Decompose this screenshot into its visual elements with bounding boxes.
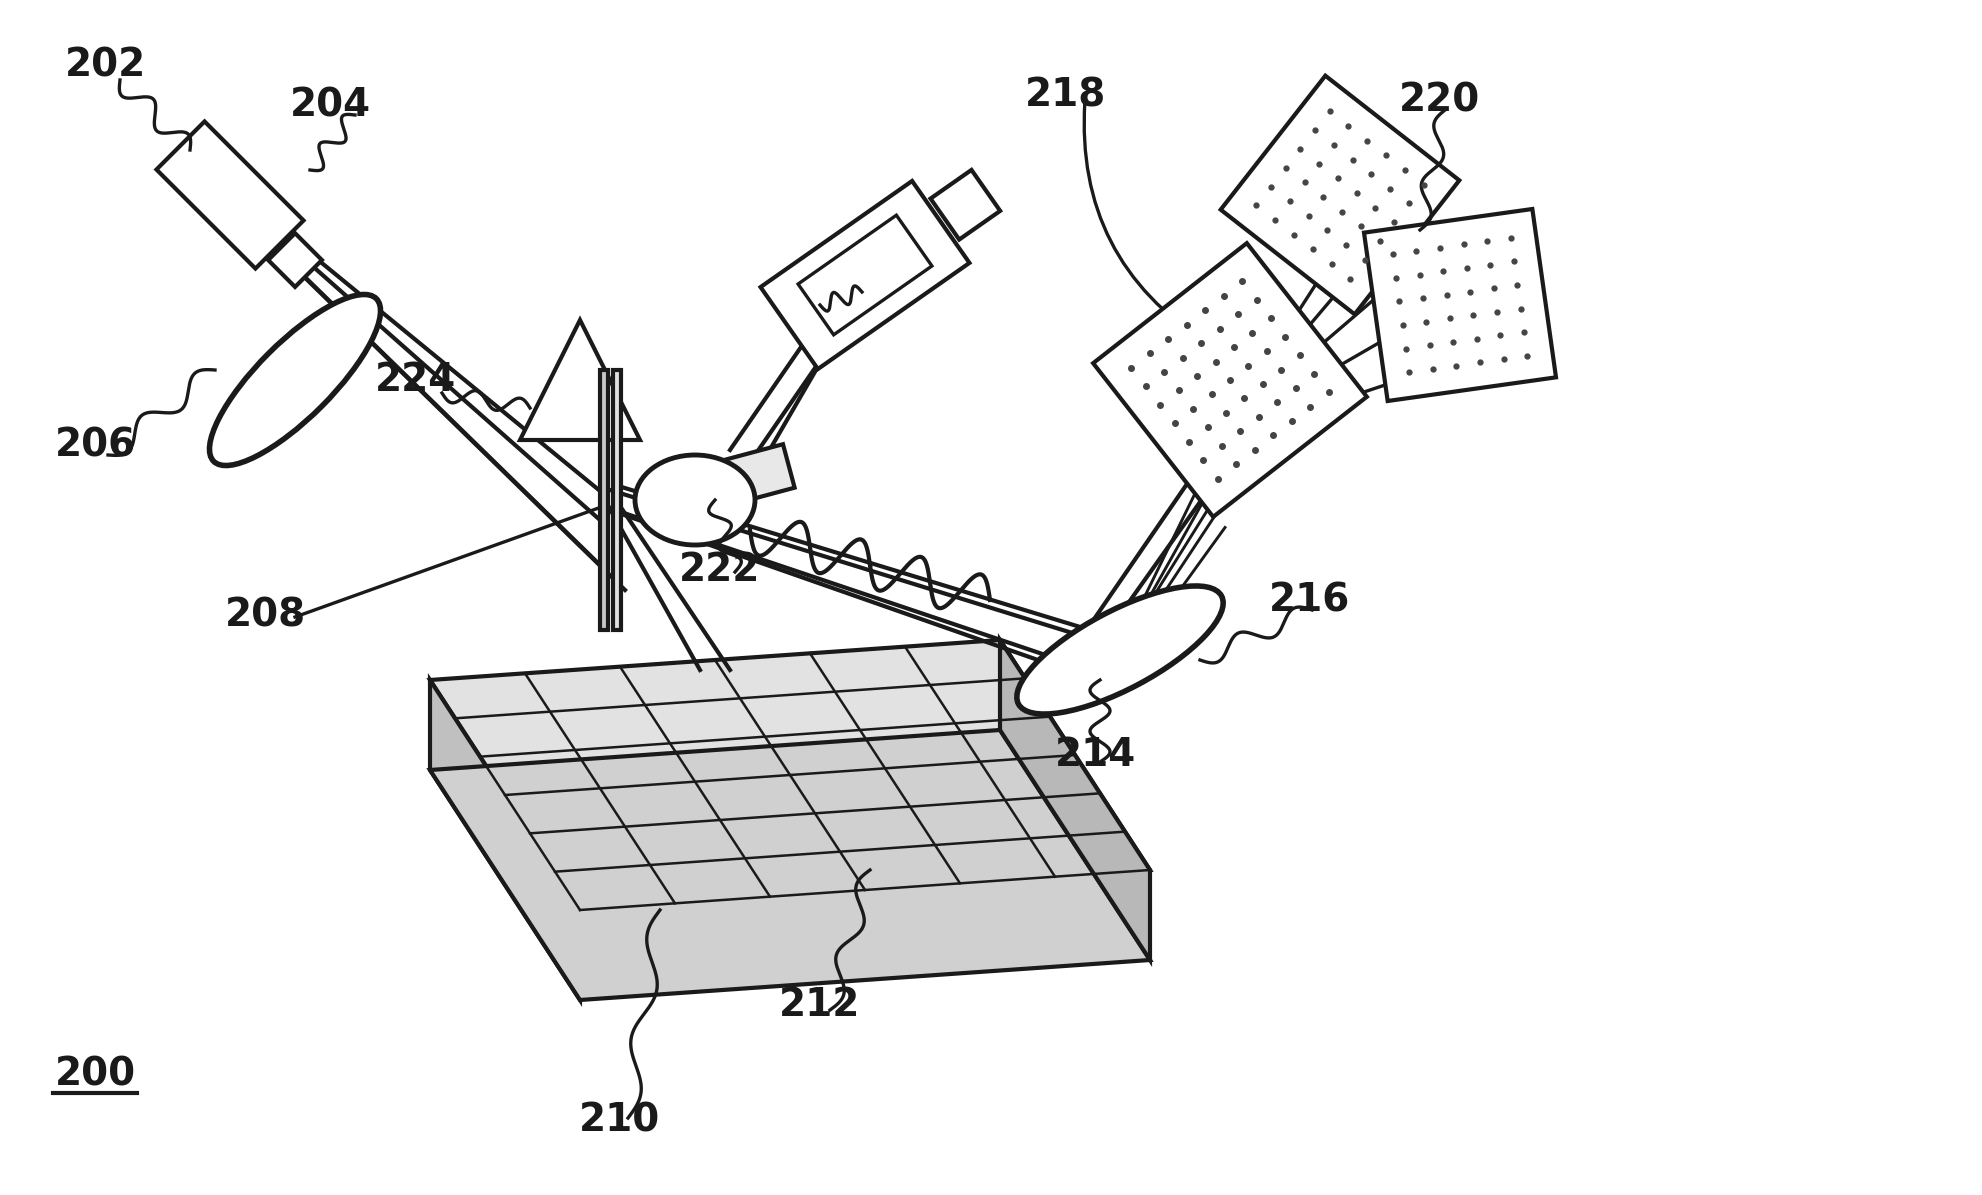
Polygon shape	[430, 730, 1150, 1000]
Text: 200: 200	[54, 1056, 135, 1093]
Text: 212: 212	[779, 986, 860, 1024]
Polygon shape	[930, 170, 1001, 239]
Polygon shape	[1364, 209, 1556, 402]
Polygon shape	[430, 680, 581, 1000]
Polygon shape	[430, 641, 1150, 911]
Polygon shape	[716, 445, 795, 505]
Polygon shape	[799, 215, 932, 335]
Text: 202: 202	[63, 45, 145, 84]
Polygon shape	[612, 370, 620, 630]
Text: 218: 218	[1025, 76, 1106, 114]
Polygon shape	[761, 180, 969, 369]
Text: 206: 206	[54, 425, 135, 464]
Text: 204: 204	[289, 86, 371, 124]
Text: 224: 224	[375, 361, 456, 399]
Text: 208: 208	[224, 596, 305, 635]
Ellipse shape	[634, 455, 755, 545]
Polygon shape	[1094, 243, 1368, 517]
Text: 210: 210	[579, 1101, 660, 1139]
Polygon shape	[1221, 75, 1459, 314]
Text: 214: 214	[1054, 736, 1136, 774]
Polygon shape	[268, 233, 321, 287]
Text: 226: 226	[799, 261, 880, 299]
Ellipse shape	[1017, 586, 1223, 715]
Text: 220: 220	[1399, 81, 1481, 120]
Polygon shape	[157, 122, 303, 269]
Text: 222: 222	[680, 551, 761, 589]
Polygon shape	[601, 370, 608, 630]
Ellipse shape	[210, 294, 381, 466]
Polygon shape	[1001, 641, 1150, 960]
Text: 216: 216	[1268, 581, 1350, 619]
Polygon shape	[519, 320, 640, 440]
